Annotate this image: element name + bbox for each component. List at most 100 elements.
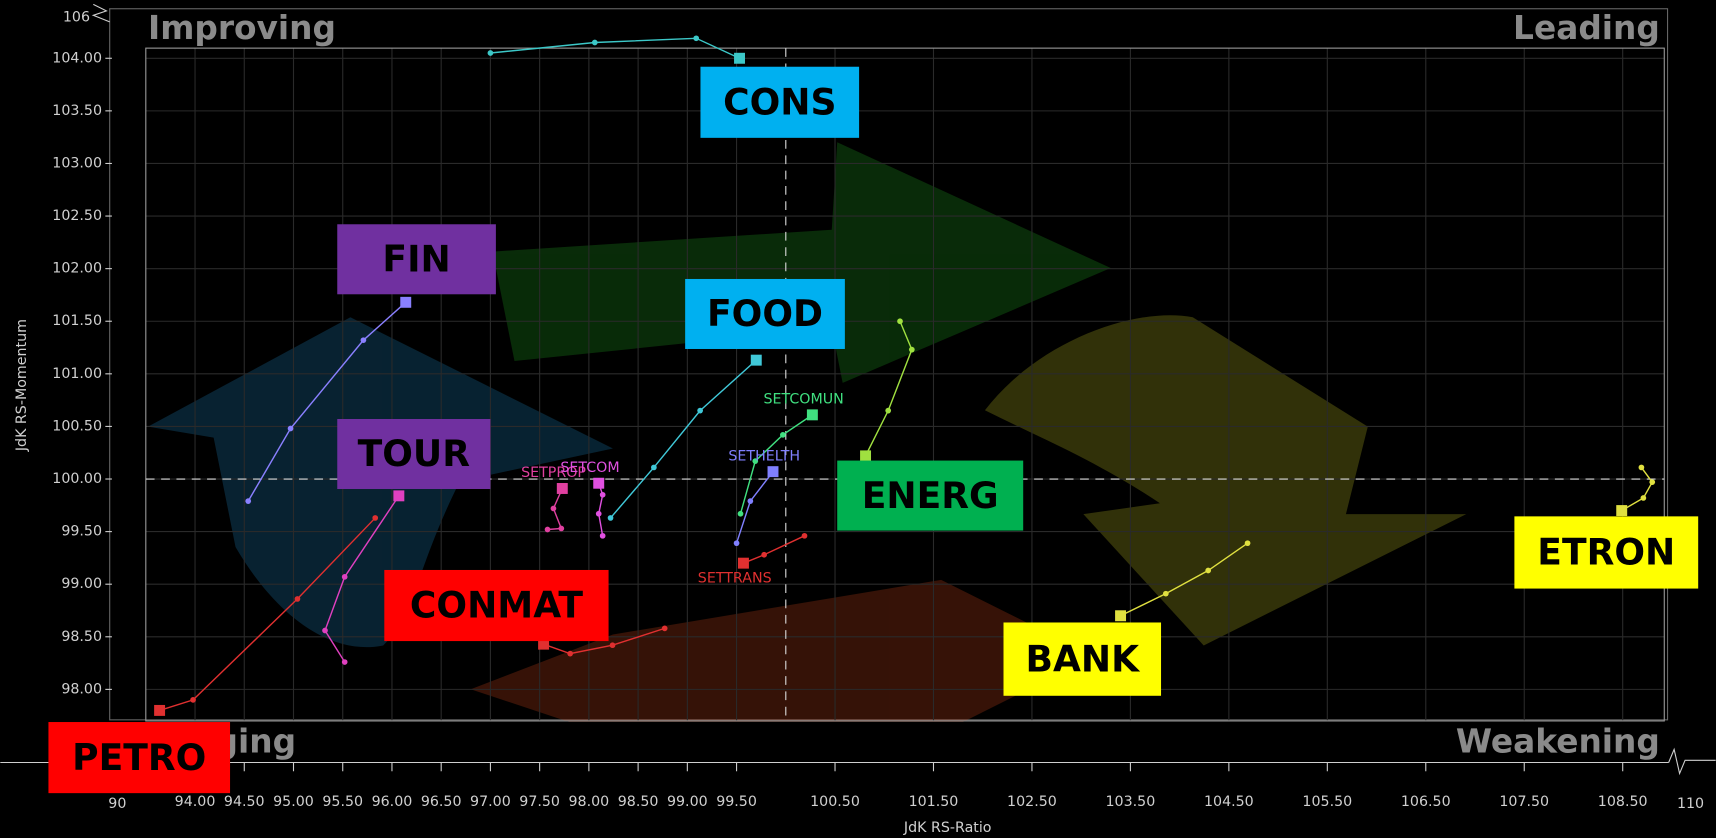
tail-point: [802, 533, 808, 539]
tail-point: [295, 596, 301, 602]
y-tick-label: 98.00: [61, 681, 102, 697]
tail-point: [651, 465, 657, 471]
tail-point: [551, 506, 557, 512]
head-marker: [768, 466, 779, 477]
y-tick-label: 101.50: [52, 313, 102, 329]
tail-point: [693, 35, 699, 41]
tail-point: [596, 511, 602, 517]
tail-point: [608, 515, 614, 521]
tail-point: [600, 492, 606, 498]
head-marker: [1616, 505, 1627, 516]
head-marker: [807, 409, 818, 420]
tail-point: [738, 511, 744, 517]
y-tick-label: 100.00: [52, 471, 102, 487]
tail-point: [1649, 479, 1655, 485]
tail-point: [342, 574, 348, 580]
tail-point: [342, 659, 348, 665]
tag-label: ETRON: [1537, 531, 1675, 574]
x-tick-label: 96.00: [372, 794, 413, 810]
quadrant-label: Weakening: [1456, 722, 1660, 760]
x-tick-label: 106.50: [1401, 794, 1451, 810]
head-marker: [154, 705, 165, 716]
tag-label: TOUR: [358, 432, 471, 475]
tail-point: [245, 498, 251, 504]
series-label: SETCOMUN: [763, 392, 843, 408]
page: Improving Leading Lagging Weakening 106 …: [0, 0, 1716, 838]
tail-point: [909, 347, 915, 353]
x-tick-label: 98.00: [569, 794, 610, 810]
x-tick-label: 94.50: [224, 794, 265, 810]
tail-point: [1163, 591, 1169, 597]
y-axis-title: JdK RS-Momentum: [14, 319, 30, 452]
tail-point: [780, 432, 786, 438]
tail-point: [558, 526, 564, 532]
y-tick-label: 104.00: [52, 50, 102, 66]
x-tick-label: 97.50: [519, 794, 560, 810]
tail-point: [885, 408, 891, 414]
head-marker: [734, 53, 745, 64]
series-label: SETCOM: [560, 460, 619, 476]
axis-break-label: 90: [108, 796, 126, 812]
chart: Improving Leading Lagging Weakening 106 …: [0, 0, 1716, 838]
x-axis-title: JdK RS-Ratio: [903, 820, 992, 836]
tail-point: [761, 552, 767, 558]
x-tick-label: 96.50: [421, 794, 462, 810]
tail-point: [600, 533, 606, 539]
head-marker: [738, 558, 749, 569]
y-tick-label: 99.00: [61, 576, 102, 592]
tail-point: [1205, 568, 1211, 574]
x-tick-label: 100.50: [810, 794, 860, 810]
tag-label: CONMAT: [410, 584, 583, 627]
tag-label: ENERG: [862, 474, 999, 517]
tag-label: FIN: [382, 237, 450, 280]
tag-label: PETRO: [72, 736, 206, 779]
tail-point: [1641, 495, 1647, 501]
head-marker: [393, 490, 404, 501]
tail-point: [897, 318, 903, 324]
tail-point: [190, 697, 196, 703]
x-tick-label: 94.00: [175, 794, 216, 810]
tail-point: [734, 540, 740, 546]
x-tick-label: 105.50: [1302, 794, 1352, 810]
quadrant-label: Leading: [1513, 9, 1660, 47]
tail-point: [748, 498, 754, 504]
x-tick-label: 97.00: [470, 794, 511, 810]
y-tick-label: 101.00: [52, 366, 102, 382]
x-tick-label: 99.00: [667, 794, 708, 810]
y-tick-label: 102.50: [52, 208, 102, 224]
tail-point: [592, 40, 598, 46]
head-marker: [593, 478, 604, 489]
tail-point: [488, 50, 494, 56]
x-tick-label: 99.50: [716, 794, 757, 810]
x-tick-label: 108.50: [1598, 794, 1648, 810]
tail-point: [545, 527, 551, 533]
y-tick-label: 103.00: [52, 155, 102, 171]
tail-point: [361, 337, 367, 343]
x-tick-label: 107.50: [1499, 794, 1549, 810]
y-tick-label: 103.50: [52, 103, 102, 119]
x-tick-label: 101.50: [909, 794, 959, 810]
quadrant-label: Improving: [148, 9, 336, 47]
tail-point: [1639, 465, 1645, 471]
x-tick-label: 104.50: [1204, 794, 1254, 810]
tag-label: BANK: [1025, 637, 1141, 680]
tail-point: [662, 626, 668, 632]
head-marker: [751, 355, 762, 366]
x-tick-label: 102.50: [1007, 794, 1057, 810]
head-marker: [557, 483, 568, 494]
tail-point: [372, 515, 378, 521]
x-tick-label: 95.00: [273, 794, 314, 810]
tag-label: CONS: [723, 80, 836, 123]
tail-point: [288, 426, 294, 432]
y-tick-label: 100.50: [52, 418, 102, 434]
head-marker: [860, 450, 871, 461]
tag-label: FOOD: [707, 292, 823, 335]
axis-break-label: 106: [63, 10, 90, 26]
tail-point: [1245, 540, 1251, 546]
head-marker: [1115, 610, 1126, 621]
head-marker: [400, 297, 411, 308]
series-label: SETTRANS: [698, 570, 772, 586]
axis-break-label: 110: [1677, 796, 1704, 812]
x-tick-label: 98.50: [618, 794, 659, 810]
tail-point: [697, 408, 703, 414]
